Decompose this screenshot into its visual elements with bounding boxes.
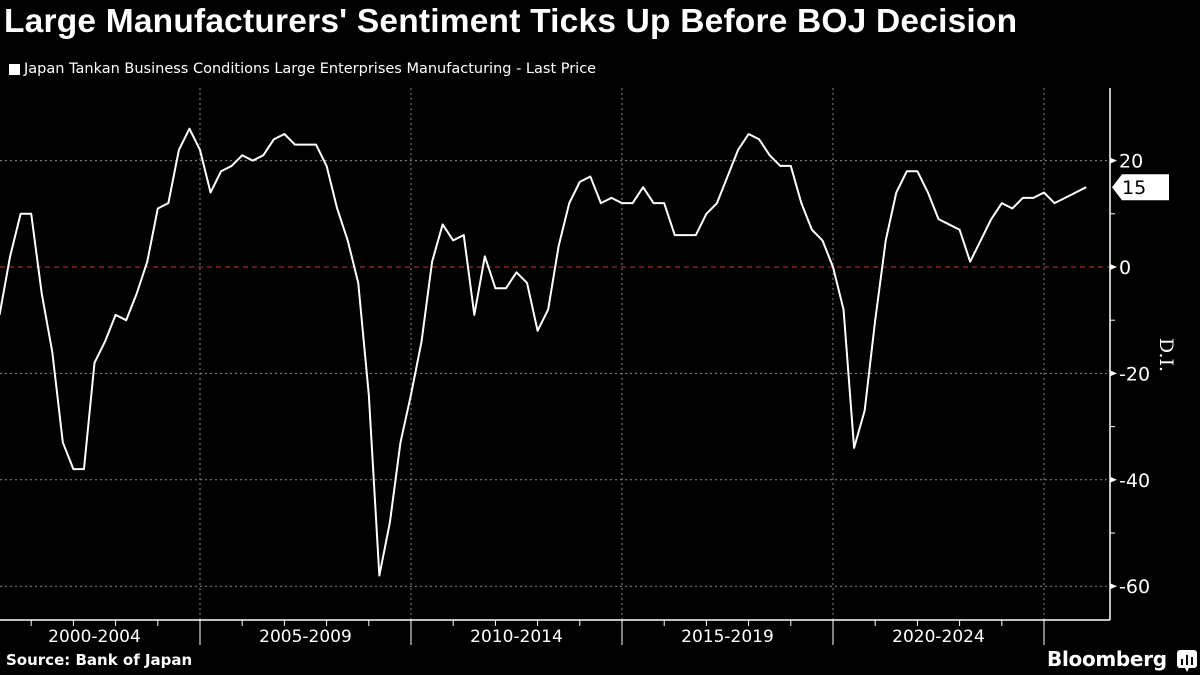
y-tick xyxy=(1110,264,1117,270)
series-line xyxy=(0,127,1087,577)
legend-swatch xyxy=(9,63,20,75)
y-axis-label: D.I. xyxy=(1155,338,1177,372)
x-tick-label: 2010-2014 xyxy=(470,627,563,647)
y-tick-label: -20 xyxy=(1119,363,1150,385)
legend-label: Japan Tankan Business Conditions Large E… xyxy=(24,61,597,77)
y-tick-label: 0 xyxy=(1119,257,1131,279)
chart-badge-icon xyxy=(1177,650,1197,672)
x-tick-label: 2015-2019 xyxy=(681,627,774,647)
y-tick-label: -60 xyxy=(1119,576,1150,598)
y-tick xyxy=(1110,157,1117,164)
last-value-label: 15 xyxy=(1122,177,1146,199)
x-tick-label: 2000-2004 xyxy=(48,627,141,647)
y-tick-label: 20 xyxy=(1119,151,1143,173)
y-tick-label: -40 xyxy=(1119,470,1150,492)
y-tick xyxy=(1110,476,1117,483)
y-tick xyxy=(1110,583,1117,590)
x-tick-label: 2005-2009 xyxy=(259,627,352,647)
legend: Japan Tankan Business Conditions Large E… xyxy=(9,61,596,77)
y-tick xyxy=(1110,370,1117,377)
last-value-badge xyxy=(1112,174,1169,201)
chart-title: Large Manufacturers' Sentiment Ticks Up … xyxy=(4,3,1018,40)
x-tick-label: 2020-2024 xyxy=(892,627,985,647)
bloomberg-logo: Bloomberg xyxy=(1047,647,1167,671)
source-note: Source: Bank of Japan xyxy=(6,651,193,669)
